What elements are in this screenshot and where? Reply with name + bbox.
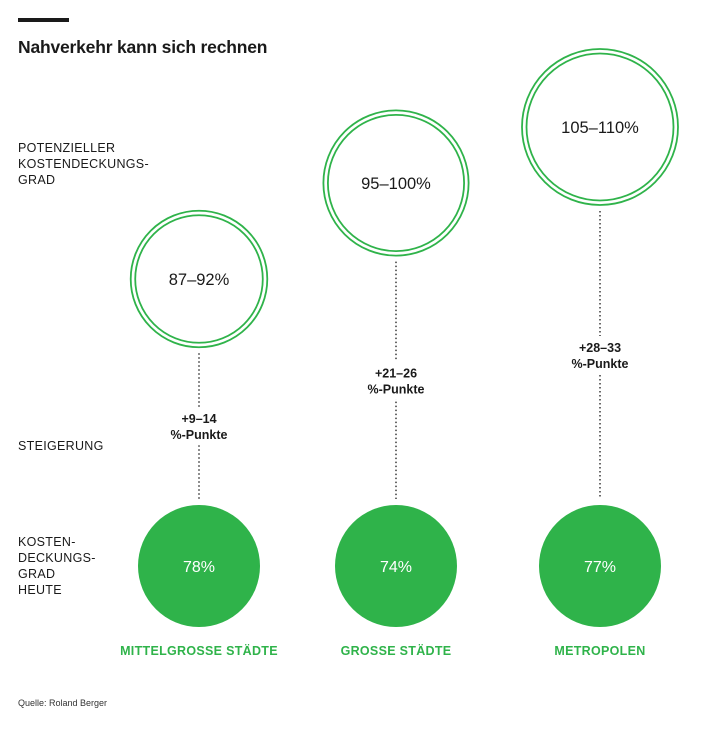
current-disc [138, 505, 260, 627]
current-value-label: 74% [380, 559, 412, 576]
increase-label-value: +9–14 [181, 412, 216, 426]
category-group: +28–33 %-Punkte 105–110% 77% METROPOLEN [521, 48, 679, 658]
increase-label-unit: %-Punkte [572, 357, 629, 371]
increase-label-unit: %-Punkte [368, 382, 425, 396]
potential-outer-ring [129, 209, 269, 349]
category-group: +9–14 %-Punkte 87–92% 78% MITTELGROSSE STÄDT… [120, 209, 278, 658]
increase-label-value: +21–26 [375, 366, 417, 380]
current-disc [539, 505, 661, 627]
category-label: MITTELGROSSE STÄDTE [120, 643, 278, 658]
row-label-potential: POTENZIELLER KOSTENDECKUNGS- GRAD [18, 141, 149, 187]
row-label-increase: STEIGERUNG [18, 439, 104, 453]
row-label-current: KOSTEN- DECKUNGS- GRAD HEUTE [18, 535, 96, 597]
potential-inner-ring [525, 52, 675, 202]
increase-label-unit: %-Punkte [171, 428, 228, 442]
category-label: GROSSE STÄDTE [341, 643, 452, 658]
increase-label-bg [163, 407, 235, 446]
potential-inner-ring [326, 113, 466, 253]
current-value-label: 77% [584, 559, 616, 576]
increase-label-bg [564, 335, 636, 374]
potential-outer-ring [521, 48, 679, 206]
potential-value-label: 87–92% [169, 271, 230, 289]
increase-label-value: +28–33 [579, 341, 621, 355]
potential-outer-ring [322, 109, 470, 257]
chart-title: Nahverkehr kann sich rechnen [18, 37, 268, 57]
category-group: +21–26 %-Punkte 95–100% 74% GROSSE STÄDTE [322, 109, 470, 658]
source-note: Quelle: Roland Berger [18, 698, 108, 708]
potential-value-label: 105–110% [561, 119, 639, 137]
category-label: METROPOLEN [554, 644, 645, 658]
title-rule [18, 18, 69, 22]
potential-value-label: 95–100% [361, 175, 431, 193]
potential-inner-ring [134, 214, 264, 344]
current-value-label: 78% [183, 559, 215, 576]
increase-label-bg [360, 361, 432, 400]
current-disc [335, 505, 457, 627]
